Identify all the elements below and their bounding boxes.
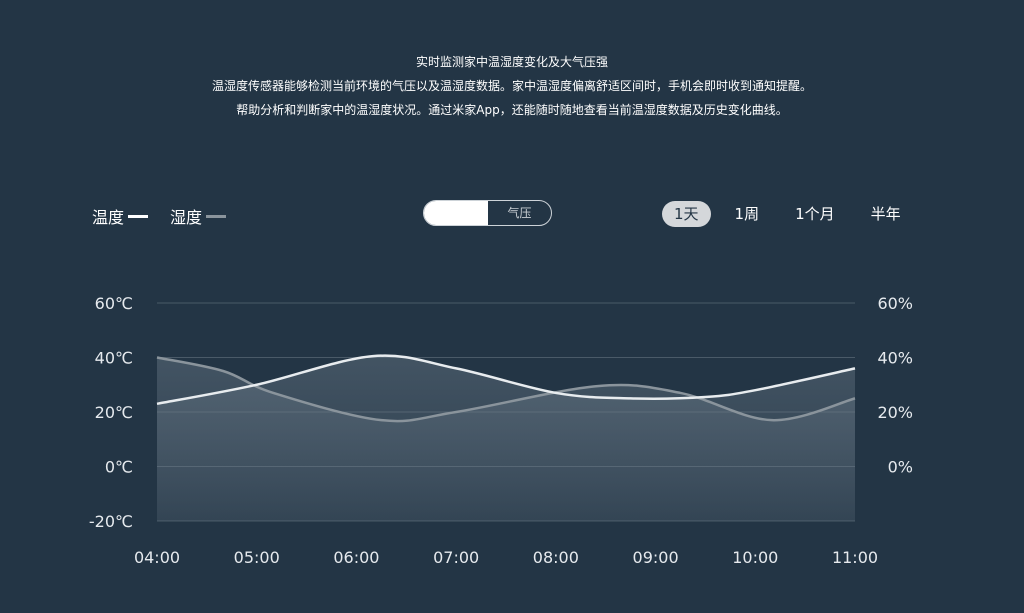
legend-humidity-label: 湿度: [170, 208, 203, 227]
x-tick-label: 07:00: [433, 548, 479, 567]
series-area-temperature: [157, 355, 855, 521]
range-1-day[interactable]: 1天: [662, 201, 711, 227]
legend-temperature[interactable]: 温度: [92, 204, 149, 228]
x-tick-label: 08:00: [533, 548, 579, 567]
y-left-tick-label: 20℃: [95, 403, 133, 422]
y-right-tick-label: 20%: [877, 403, 913, 422]
x-tick-label: 11:00: [832, 548, 878, 567]
chart-legend: 温度 湿度: [92, 204, 227, 228]
x-tick-label: 04:00: [134, 548, 180, 567]
intro-line-2: 帮助分析和判断家中的温湿度状况。通过米家App，还能随时随地查看当前温湿度数据及…: [236, 103, 788, 117]
legend-humidity-swatch: [206, 214, 227, 218]
legend-humidity[interactable]: 湿度: [170, 204, 227, 228]
intro-title: 实时监测家中温湿度变化及大气压强: [415, 55, 608, 69]
y-left-tick-label: 0℃: [105, 458, 133, 477]
range-half-year[interactable]: 半年: [870, 205, 901, 223]
series-line-humidity: [156, 356, 856, 423]
legend-temperature-swatch: [128, 214, 149, 218]
y-right-tick-label: 40%: [877, 349, 913, 368]
time-range-tabs: 1天 1周 1个月 半年: [662, 201, 925, 227]
x-tick-label: 09:00: [633, 548, 679, 567]
legend-temperature-label: 温度: [92, 208, 125, 227]
x-tick-label: 06:00: [333, 548, 379, 567]
y-right-tick-label: 0%: [888, 458, 913, 477]
range-1-week[interactable]: 1周: [734, 205, 760, 223]
y-right-tick-label: 60%: [877, 294, 913, 313]
series-line-temperature: [156, 354, 856, 406]
x-tick-label: 10:00: [732, 548, 778, 567]
toggle-temp-humidity[interactable]: [424, 201, 488, 225]
intro-text: 实时监测家中温湿度变化及大气压强 温湿度传感器能够检测当前环境的气压以及温湿度数…: [0, 50, 1024, 122]
intro-line-1: 温湿度传感器能够检测当前环境的气压以及温湿度数据。家中温湿度偏离舒适区间时，手机…: [211, 79, 812, 93]
y-left-tick-label: 60℃: [95, 294, 133, 313]
x-tick-label: 05:00: [234, 548, 280, 567]
metric-toggle[interactable]: 气压: [423, 200, 552, 226]
toggle-pressure[interactable]: 气压: [507, 206, 532, 220]
y-left-tick-label: 40℃: [95, 349, 133, 368]
range-1-month[interactable]: 1个月: [795, 205, 835, 223]
y-left-tick-label: -20℃: [89, 512, 133, 531]
